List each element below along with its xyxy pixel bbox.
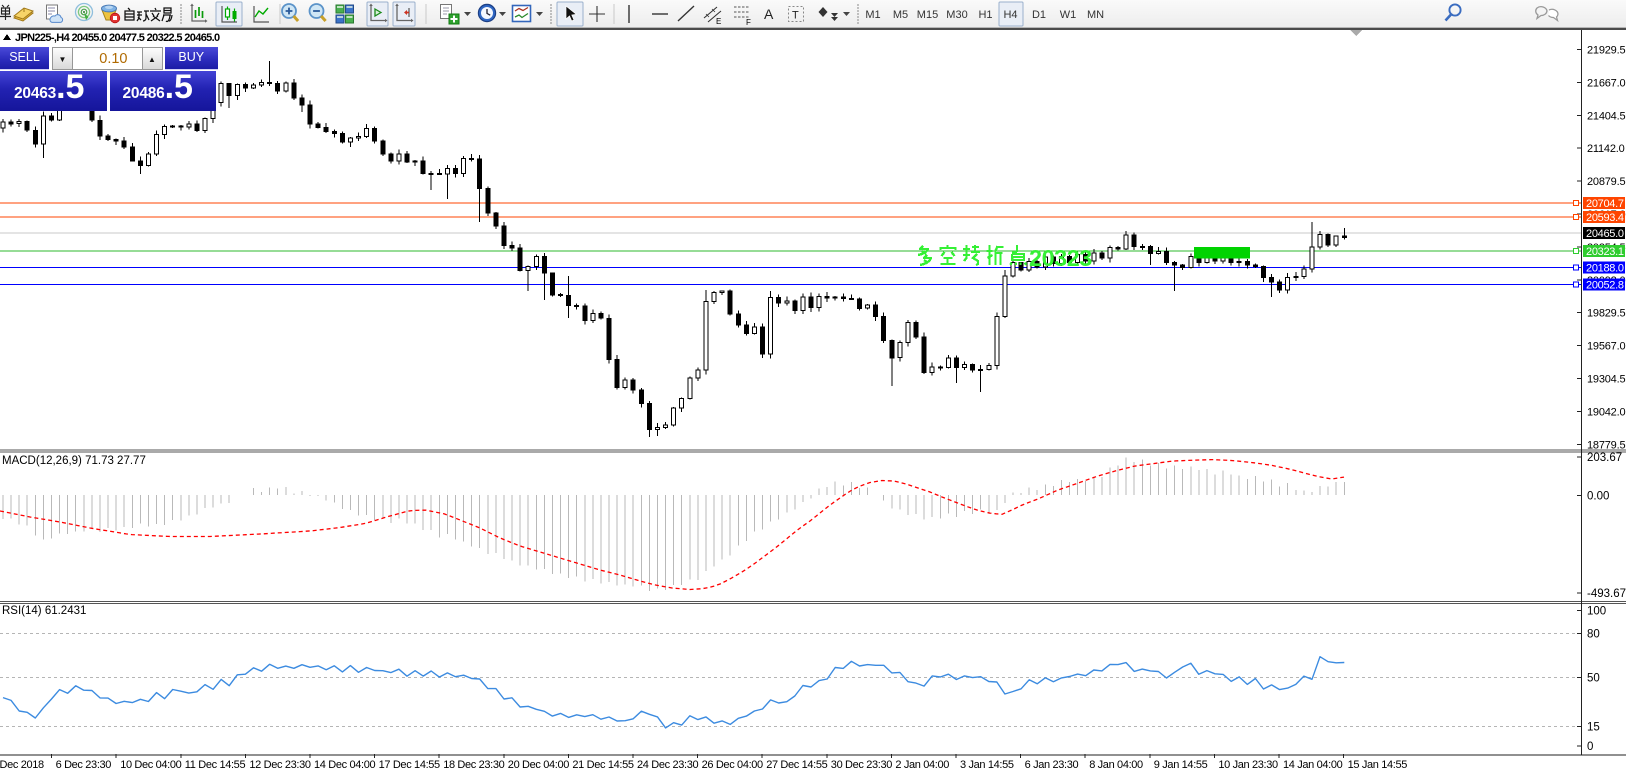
- svg-text:5 Dec 2018: 5 Dec 2018: [0, 759, 44, 770]
- svg-text:T: T: [792, 10, 799, 22]
- svg-text:W1: W1: [1060, 9, 1077, 21]
- svg-text:24 Dec 23:30: 24 Dec 23:30: [637, 759, 698, 770]
- svg-text:20704.7: 20704.7: [1586, 198, 1624, 210]
- svg-text:D1: D1: [1032, 9, 1046, 21]
- svg-text:JPN225-,H4 20455.0 20477.5 20: JPN225-,H4 20455.0 20477.5 20322.5 20465…: [15, 32, 220, 44]
- svg-text:MN: MN: [1087, 9, 1104, 21]
- svg-text:M5: M5: [893, 9, 908, 21]
- svg-text:21142.0: 21142.0: [1587, 143, 1625, 155]
- svg-text:20465.0: 20465.0: [1586, 228, 1624, 240]
- svg-text:9 Jan 14:55: 9 Jan 14:55: [1154, 759, 1208, 770]
- svg-text:21404.5: 21404.5: [1587, 110, 1625, 122]
- svg-text:E: E: [716, 17, 721, 26]
- svg-text:14 Dec 04:00: 14 Dec 04:00: [314, 759, 375, 770]
- svg-text:19042.0: 19042.0: [1587, 406, 1625, 418]
- svg-text:203.67: 203.67: [1587, 452, 1622, 464]
- svg-text:17 Dec 14:55: 17 Dec 14:55: [379, 759, 440, 770]
- svg-text:14 Jan 04:00: 14 Jan 04:00: [1283, 759, 1343, 770]
- svg-text:15 Jan 14:55: 15 Jan 14:55: [1348, 759, 1408, 770]
- svg-text:19304.5: 19304.5: [1587, 374, 1625, 386]
- svg-text:19567.0: 19567.0: [1587, 341, 1625, 353]
- svg-text:15: 15: [1587, 721, 1600, 733]
- svg-text:H1: H1: [978, 9, 992, 21]
- svg-text:20323.1: 20323.1: [1586, 246, 1624, 258]
- svg-text:18779.5: 18779.5: [1587, 439, 1625, 451]
- svg-text:20879.5: 20879.5: [1587, 176, 1625, 188]
- svg-text:6 Dec 23:30: 6 Dec 23:30: [56, 759, 112, 770]
- svg-text:19829.5: 19829.5: [1587, 308, 1625, 320]
- svg-text:A: A: [764, 6, 774, 22]
- svg-text:20052.8: 20052.8: [1586, 280, 1624, 292]
- svg-text:30 Dec 23:30: 30 Dec 23:30: [831, 759, 892, 770]
- svg-text:26 Dec 04:00: 26 Dec 04:00: [702, 759, 763, 770]
- svg-text:6 Jan 23:30: 6 Jan 23:30: [1025, 759, 1079, 770]
- svg-text:H4: H4: [1003, 9, 1017, 21]
- svg-text:F: F: [746, 18, 751, 27]
- svg-text:0: 0: [1587, 741, 1593, 753]
- svg-text:27 Dec 14:55: 27 Dec 14:55: [766, 759, 827, 770]
- svg-text:18 Dec 23:30: 18 Dec 23:30: [443, 759, 504, 770]
- svg-text:2 Jan 04:00: 2 Jan 04:00: [895, 759, 949, 770]
- svg-text:100: 100: [1587, 606, 1606, 618]
- svg-text:M15: M15: [917, 9, 938, 21]
- svg-text:21 Dec 14:55: 21 Dec 14:55: [572, 759, 633, 770]
- svg-text:11 Dec 14:55: 11 Dec 14:55: [185, 759, 246, 770]
- svg-text:RSI(14) 61.2431: RSI(14) 61.2431: [2, 605, 86, 617]
- svg-text:80: 80: [1587, 629, 1600, 641]
- svg-text:50: 50: [1587, 673, 1600, 685]
- svg-text:-493.67: -493.67: [1587, 588, 1626, 600]
- svg-text:20593.4: 20593.4: [1586, 212, 1624, 224]
- svg-text:0.00: 0.00: [1587, 490, 1609, 502]
- svg-text:10 Jan 23:30: 10 Jan 23:30: [1218, 759, 1278, 770]
- svg-text:M30: M30: [946, 9, 967, 21]
- svg-text:21929.5: 21929.5: [1587, 45, 1625, 57]
- svg-text:12 Dec 23:30: 12 Dec 23:30: [249, 759, 310, 770]
- svg-text:3 Jan 14:55: 3 Jan 14:55: [960, 759, 1014, 770]
- svg-text:8 Jan 04:00: 8 Jan 04:00: [1089, 759, 1143, 770]
- svg-text:MACD(12,26,9) 71.73 27.77: MACD(12,26,9) 71.73 27.77: [2, 455, 146, 467]
- svg-text:10 Dec 04:00: 10 Dec 04:00: [120, 759, 181, 770]
- svg-text:M1: M1: [865, 9, 880, 21]
- svg-text:21667.0: 21667.0: [1587, 77, 1625, 89]
- svg-text:20323: 20323: [1029, 245, 1092, 271]
- svg-text:20 Dec 04:00: 20 Dec 04:00: [508, 759, 569, 770]
- svg-text:20188.0: 20188.0: [1586, 263, 1624, 275]
